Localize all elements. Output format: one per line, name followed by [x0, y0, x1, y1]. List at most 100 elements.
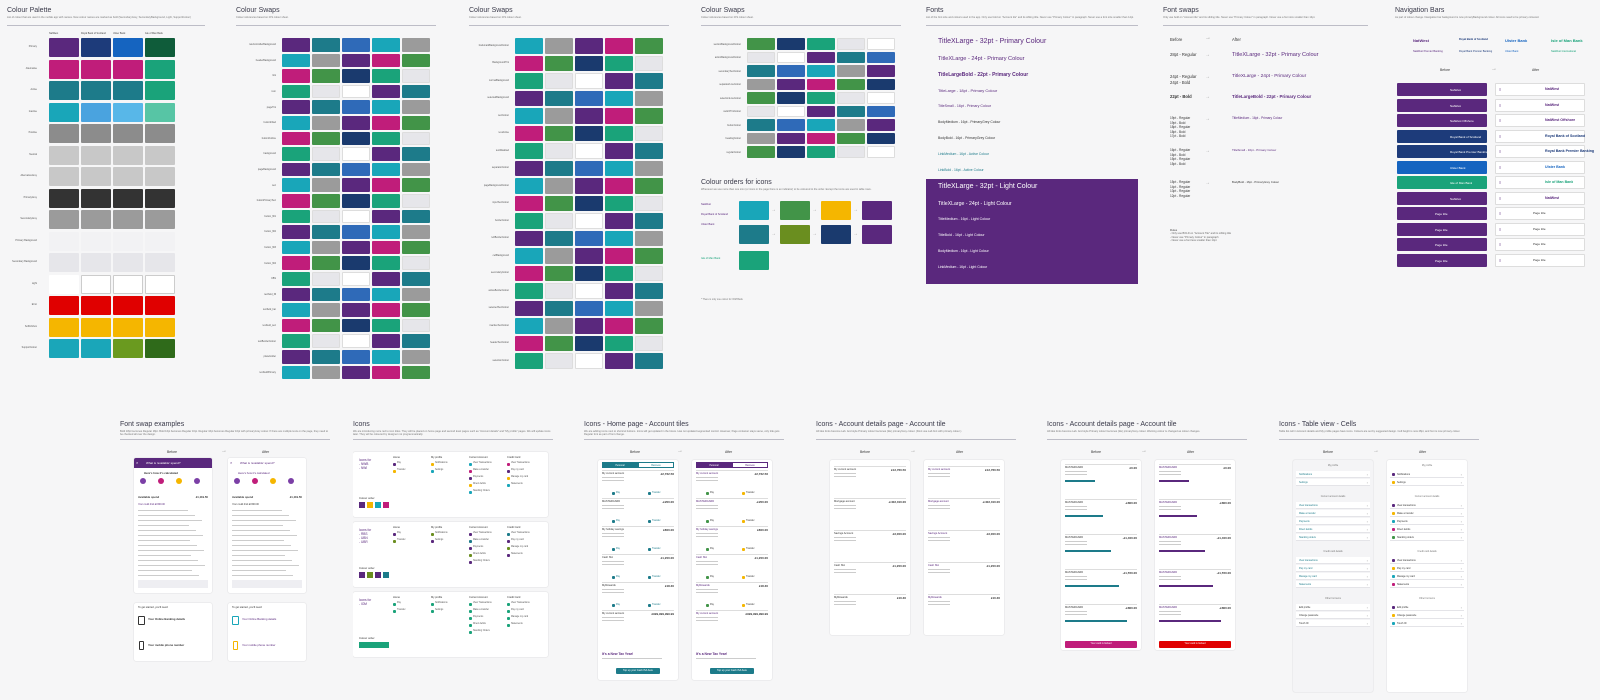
colour-swatch [372, 240, 400, 255]
table-row[interactable]: Payments › [1296, 518, 1370, 525]
colour-swatch [402, 334, 430, 348]
text-line [1159, 579, 1181, 580]
row-label: Payments [1299, 519, 1310, 523]
action-label[interactable]: Transfer [652, 491, 661, 494]
lock-card-button[interactable]: Your card is locked [1159, 641, 1231, 648]
colour-swatch [342, 303, 370, 317]
colour-swatch [515, 283, 543, 299]
table-row[interactable]: Notifications › [1296, 471, 1370, 478]
table-row[interactable]: Statements › [1296, 581, 1370, 588]
action-label[interactable]: Pay [616, 547, 620, 550]
close-icon[interactable]: × [230, 460, 233, 465]
colour-swatch [867, 65, 895, 77]
colour-swatch [282, 162, 310, 177]
segment-tab[interactable]: Personal [696, 462, 732, 468]
table-row[interactable]: Direct debits › [1390, 526, 1464, 533]
item-label: Direct debits [473, 553, 486, 555]
action-label[interactable]: Transfer [746, 519, 755, 522]
action-label[interactable]: Transfer [746, 575, 755, 578]
promo-button[interactable]: Top up your Cash ISA here [616, 668, 660, 674]
segment-tab[interactable]: Business [638, 462, 674, 468]
table-row[interactable]: Standing orders › [1296, 534, 1370, 541]
action-label[interactable]: Transfer [652, 519, 661, 522]
table-row[interactable]: Statements › [1390, 581, 1464, 588]
action-label[interactable]: Pay [710, 575, 714, 578]
credit-limit: Your credit limit £1500.00 [138, 503, 165, 506]
item-icon [507, 603, 510, 606]
action-label[interactable]: Pay [710, 547, 714, 550]
table-row[interactable]: View transactions › [1296, 557, 1370, 564]
table-row[interactable]: Pay my card › [1296, 565, 1370, 572]
table-row[interactable]: Standing orders › [1390, 534, 1464, 541]
table-row[interactable]: View transactions › [1390, 502, 1464, 509]
action-label[interactable]: Pay [616, 575, 620, 578]
table-row[interactable]: Edit profile › [1296, 604, 1370, 611]
colour-swatch [145, 296, 175, 315]
panel-title: Icons - Table view - Cells [1279, 421, 1357, 428]
table-row[interactable]: Change passcode › [1296, 612, 1370, 619]
colour-swatch [145, 38, 175, 57]
segment-tab[interactable]: Personal [602, 462, 638, 468]
tile-value: -£402,010.00 [982, 500, 1000, 504]
row-label: Statements [1299, 582, 1312, 586]
nav-bar-title: Page title [1435, 258, 1448, 263]
colour-chip [367, 502, 373, 508]
colour-swatch [372, 131, 400, 146]
table-row[interactable]: Change passcode › [1390, 612, 1464, 619]
table-row[interactable]: Make a transfer › [1296, 510, 1370, 517]
sub-brand-logo: Ulster Bank [1505, 50, 1519, 53]
action-label[interactable]: Transfer [652, 575, 661, 578]
table-row[interactable]: Settings › [1296, 479, 1370, 486]
table-row[interactable]: Touch ID › [1296, 620, 1370, 627]
table-row[interactable]: Settings › [1390, 479, 1464, 486]
nav-bar-after [1495, 145, 1585, 158]
text-line [232, 565, 299, 567]
action-label[interactable]: Pay [710, 603, 714, 606]
row-icon [1392, 567, 1395, 570]
table-row[interactable]: View transactions › [1296, 502, 1370, 509]
action-label[interactable]: Pay [710, 491, 714, 494]
table-row[interactable]: Edit profile › [1390, 604, 1464, 611]
colour-swatch [605, 38, 633, 54]
tile-value: -£200.00 [756, 500, 768, 504]
table-row[interactable]: View transactions › [1390, 557, 1464, 564]
item-label: View Transactions [511, 602, 530, 604]
colour-swatch [372, 365, 400, 380]
table-row[interactable]: Payments › [1390, 518, 1464, 525]
swap-row-label: button_fill1 [264, 214, 276, 218]
segment-tab[interactable]: Business [732, 462, 768, 468]
colour-swatch [807, 105, 835, 117]
table-row[interactable]: Direct debits › [1296, 526, 1370, 533]
colour-swatch [867, 146, 895, 158]
action-label[interactable]: Transfer [746, 547, 755, 550]
action-label[interactable]: Pay [710, 519, 714, 522]
table-row[interactable]: Make a transfer › [1390, 510, 1464, 517]
step-icon [252, 478, 258, 484]
table-row[interactable]: Manage my card › [1390, 573, 1464, 580]
item-label: Statements [511, 623, 523, 625]
colour-swaps-panel-3: Colour Swaps Colour references based on … [701, 6, 901, 391]
close-icon[interactable]: × [136, 460, 139, 465]
action-label[interactable]: Transfer [746, 491, 755, 494]
action-label[interactable]: Transfer [652, 603, 661, 606]
table-row[interactable]: Notifications › [1390, 471, 1464, 478]
tile-name: My current account [602, 612, 625, 615]
action-label[interactable]: Transfer [652, 547, 661, 550]
swap-row-label: buttonColour [727, 123, 741, 127]
nav-bar-after [1495, 238, 1585, 251]
font-sample: TitleLarge - 18pt - Primary Colour [938, 88, 998, 93]
tile-name: Savings Account [928, 532, 948, 535]
lock-card-button[interactable]: Your card is locked [1065, 641, 1137, 648]
divider [701, 25, 901, 26]
promo-button[interactable]: Top up your Cash ISA here [710, 668, 754, 674]
table-row[interactable]: Pay my card › [1390, 565, 1464, 572]
action-label[interactable]: Pay [616, 491, 620, 494]
swap-row-label: pageBackground [257, 168, 276, 171]
colour-swatch [515, 195, 543, 211]
table-row[interactable]: Touch ID › [1390, 620, 1464, 627]
chevron-right-icon: › [1366, 502, 1368, 508]
action-label[interactable]: Pay [616, 603, 620, 606]
action-label[interactable]: Transfer [746, 603, 755, 606]
table-row[interactable]: Manage my card › [1296, 573, 1370, 580]
action-label[interactable]: Pay [616, 519, 620, 522]
